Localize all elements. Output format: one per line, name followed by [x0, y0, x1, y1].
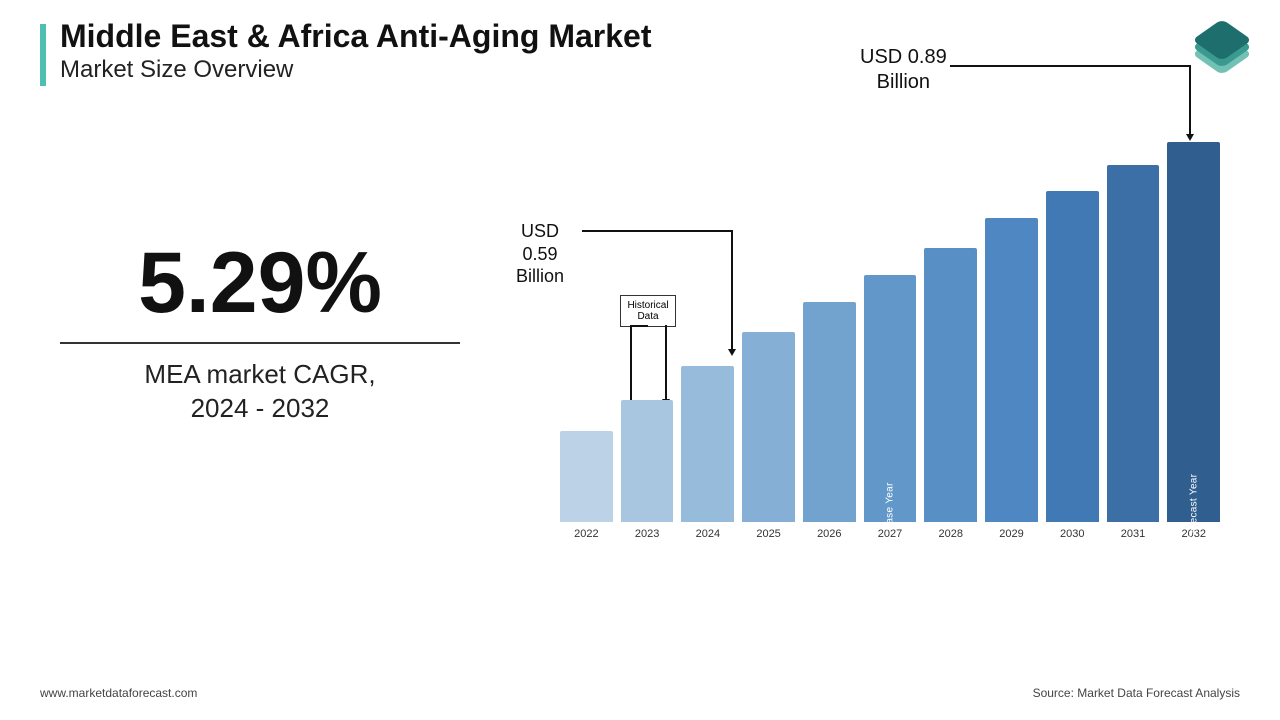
cagr-label: MEA market CAGR, 2024 - 2032: [60, 358, 460, 426]
bar: [1046, 191, 1099, 522]
callout-end: USD 0.89 Billion: [860, 45, 947, 95]
bar: [742, 332, 795, 522]
bar: [803, 302, 856, 522]
bar-column: Forecast Year2032: [1167, 142, 1220, 540]
bar-column: 2022: [560, 431, 613, 540]
cagr-block: 5.29% MEA market CAGR, 2024 - 2032: [60, 240, 460, 426]
header: Middle East & Africa Anti-Aging Market M…: [40, 20, 651, 86]
cagr-value: 5.29%: [60, 240, 460, 326]
arrow-segment: [950, 65, 1190, 67]
bar-year-label: 2022: [574, 528, 598, 540]
bar: Base Year: [864, 275, 917, 522]
bar-year-label: 2031: [1121, 528, 1145, 540]
bar: [560, 431, 613, 522]
bar: [681, 366, 734, 522]
bar-column: 2025: [742, 332, 795, 540]
footer-url: www.marketdataforecast.com: [40, 686, 197, 700]
bar-column: 2031: [1107, 165, 1160, 540]
bar-year-label: 2028: [939, 528, 963, 540]
footer-source: Source: Market Data Forecast Analysis: [1033, 686, 1240, 700]
bars-container: 2022 2023 2024 2025 2026 Base Year2027 2028 202…: [560, 120, 1220, 540]
bar: [1107, 165, 1160, 522]
bar: [985, 218, 1038, 522]
bar-column: 2029: [985, 218, 1038, 540]
page-title: Middle East & Africa Anti-Aging Market: [60, 20, 651, 54]
bar-year-label: 2025: [756, 528, 780, 540]
bar: [924, 248, 977, 522]
bar-column: 2026: [803, 302, 856, 540]
header-text: Middle East & Africa Anti-Aging Market M…: [60, 20, 651, 84]
bar-inline-label: Base Year: [885, 482, 896, 530]
callout-start-line1: USD: [521, 221, 559, 241]
divider: [60, 342, 460, 344]
bar-column: 2030: [1046, 191, 1099, 540]
bar: Forecast Year: [1167, 142, 1220, 522]
bar-column: 2024: [681, 366, 734, 540]
bar-year-label: 2026: [817, 528, 841, 540]
bar-inline-label: Forecast Year: [1188, 474, 1199, 540]
bar-year-label: 2024: [696, 528, 720, 540]
bar-year-label: 2023: [635, 528, 659, 540]
callout-end-line1: USD 0.89: [860, 46, 947, 68]
bar-year-label: 2030: [1060, 528, 1084, 540]
bar-column: 2023: [621, 400, 674, 540]
callout-start-line2: 0.59: [522, 244, 557, 264]
cagr-label-line1: MEA market CAGR,: [144, 359, 375, 389]
bar-column: 2028: [924, 248, 977, 540]
brand-logo-icon: [1194, 22, 1248, 76]
bar-year-label: 2029: [999, 528, 1023, 540]
bar: [621, 400, 674, 522]
bar-chart: USD 0.89 Billion USD 0.59 Billion Histor…: [560, 100, 1220, 570]
cagr-label-line2: 2024 - 2032: [191, 393, 330, 423]
callout-start-line3: Billion: [516, 266, 564, 286]
bar-column: Base Year2027: [864, 275, 917, 540]
page-root: Middle East & Africa Anti-Aging Market M…: [0, 0, 1280, 720]
accent-bar: [40, 24, 46, 86]
page-subtitle: Market Size Overview: [60, 56, 651, 84]
callout-end-line2: Billion: [877, 71, 930, 93]
